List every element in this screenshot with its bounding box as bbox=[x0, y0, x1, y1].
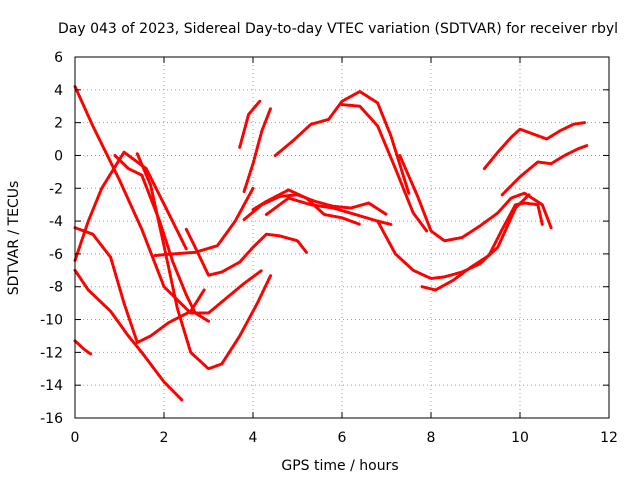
y-tick-label: 0 bbox=[54, 148, 63, 164]
series-arc-18 bbox=[398, 154, 553, 243]
series-arc-4 bbox=[73, 339, 93, 356]
series-arc-6 bbox=[113, 154, 210, 323]
series-arc-1 bbox=[73, 85, 264, 315]
chart-title: Day 043 of 2023, Sidereal Day-to-day VTE… bbox=[58, 21, 618, 37]
x-tick-label: 0 bbox=[71, 430, 80, 446]
series-arc-10 bbox=[238, 99, 262, 149]
series-arc-2 bbox=[73, 150, 188, 262]
axis-ticks bbox=[74, 56, 610, 419]
series-arc-13 bbox=[251, 188, 362, 226]
y-tick-label: 2 bbox=[54, 116, 63, 132]
series-arc-8 bbox=[153, 186, 255, 257]
x-tick-label: 6 bbox=[338, 430, 347, 446]
series-arc-3 bbox=[73, 268, 184, 402]
y-axis-label: SDTVAR / TECUs bbox=[6, 181, 22, 296]
y-tick-label: -2 bbox=[49, 181, 63, 197]
series-arc-14 bbox=[264, 196, 393, 226]
x-axis-label: GPS time / hours bbox=[281, 458, 398, 474]
series-arc-15 bbox=[273, 90, 411, 195]
x-tick-label: 8 bbox=[427, 430, 436, 446]
y-tick-label: -12 bbox=[40, 345, 63, 361]
series-arc-16 bbox=[340, 103, 429, 233]
series-arc-20 bbox=[482, 121, 586, 171]
x-tick-labels: 0 2 4 6 8 10 12 bbox=[71, 430, 618, 446]
y-tick-label: 6 bbox=[54, 50, 63, 66]
series-arc-5 bbox=[73, 226, 206, 344]
data-series bbox=[73, 85, 589, 402]
x-tick-label: 10 bbox=[511, 430, 529, 446]
y-tick-label: 4 bbox=[54, 83, 63, 99]
y-tick-labels: -16 -14 -12 -10 -8 -6 -4 -2 0 2 4 6 bbox=[40, 50, 63, 427]
x-tick-label: 12 bbox=[600, 430, 618, 446]
grid-lines bbox=[75, 57, 609, 418]
x-tick-label: 4 bbox=[249, 430, 258, 446]
series-arc-7 bbox=[135, 152, 273, 371]
y-tick-label: -10 bbox=[40, 313, 63, 329]
y-tick-label: -4 bbox=[49, 214, 63, 230]
y-tick-label: -14 bbox=[40, 378, 63, 394]
series-arc-17 bbox=[376, 193, 531, 280]
series-arc-19 bbox=[420, 201, 544, 292]
y-tick-label: -8 bbox=[49, 280, 63, 296]
x-tick-label: 2 bbox=[160, 430, 169, 446]
y-tick-label: -16 bbox=[40, 411, 63, 427]
series-arc-21 bbox=[500, 144, 589, 197]
series-arc-11 bbox=[242, 106, 273, 194]
y-tick-label: -6 bbox=[49, 247, 63, 263]
series-arc-9 bbox=[184, 227, 308, 277]
